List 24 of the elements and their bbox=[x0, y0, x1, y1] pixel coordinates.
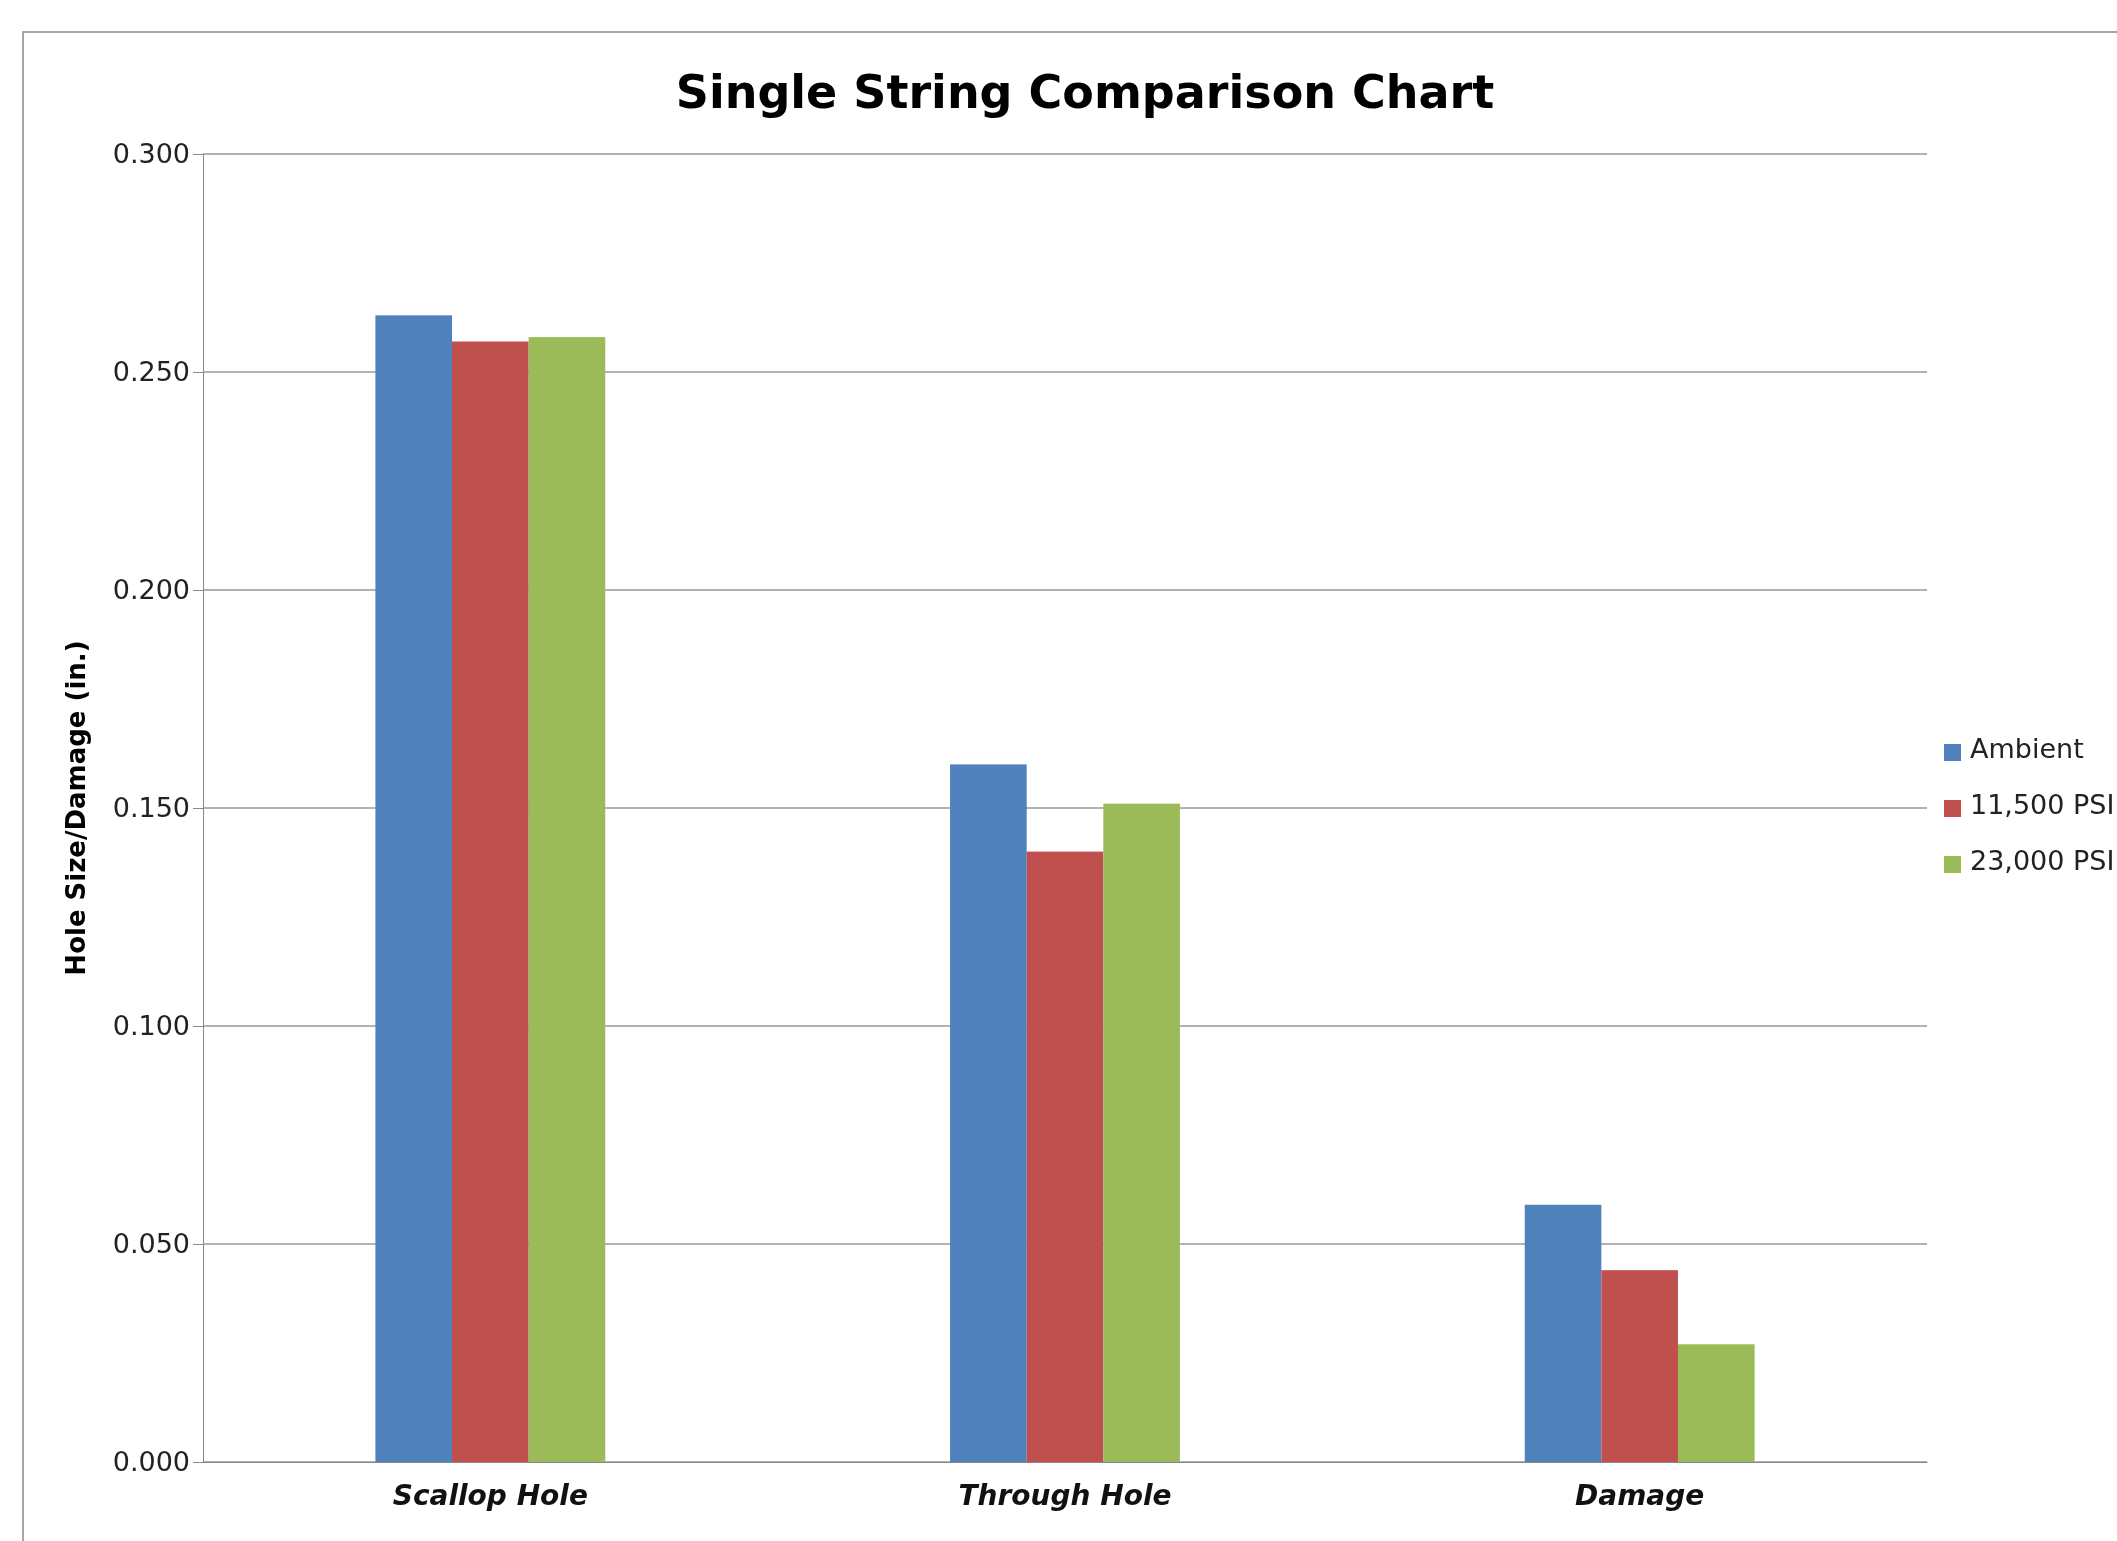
y-axis-title: Hole Size/Damage (in.) bbox=[61, 640, 91, 976]
y-tick-label: 0.050 bbox=[112, 1228, 190, 1260]
bar bbox=[1103, 803, 1180, 1462]
bar bbox=[1026, 851, 1104, 1462]
x-tick-label: Scallop Hole bbox=[392, 1479, 588, 1512]
bar bbox=[375, 315, 453, 1462]
x-tick-label: Damage bbox=[1575, 1479, 1705, 1512]
bar bbox=[1677, 1344, 1755, 1462]
legend-label: 11,500 PSI bbox=[1970, 789, 2115, 820]
bar bbox=[950, 764, 1027, 1462]
y-tick-label: 0.000 bbox=[112, 1446, 190, 1478]
y-tick-label: 0.150 bbox=[112, 792, 190, 824]
y-tick-label: 0.250 bbox=[112, 356, 190, 388]
x-tick-label: Through Hole bbox=[958, 1479, 1172, 1512]
y-tick-label: 0.100 bbox=[112, 1010, 190, 1042]
bar bbox=[1524, 1204, 1602, 1462]
chart-title: Single String Comparison Chart bbox=[675, 65, 1495, 119]
bar bbox=[452, 341, 529, 1462]
bar bbox=[528, 337, 606, 1462]
legend-label: 23,000 PSI bbox=[1970, 845, 2115, 876]
bar bbox=[1601, 1270, 1678, 1462]
y-tick-label: 0.200 bbox=[112, 574, 190, 606]
y-tick-label: 0.300 bbox=[112, 138, 190, 170]
legend-label: Ambient bbox=[1970, 733, 2084, 764]
